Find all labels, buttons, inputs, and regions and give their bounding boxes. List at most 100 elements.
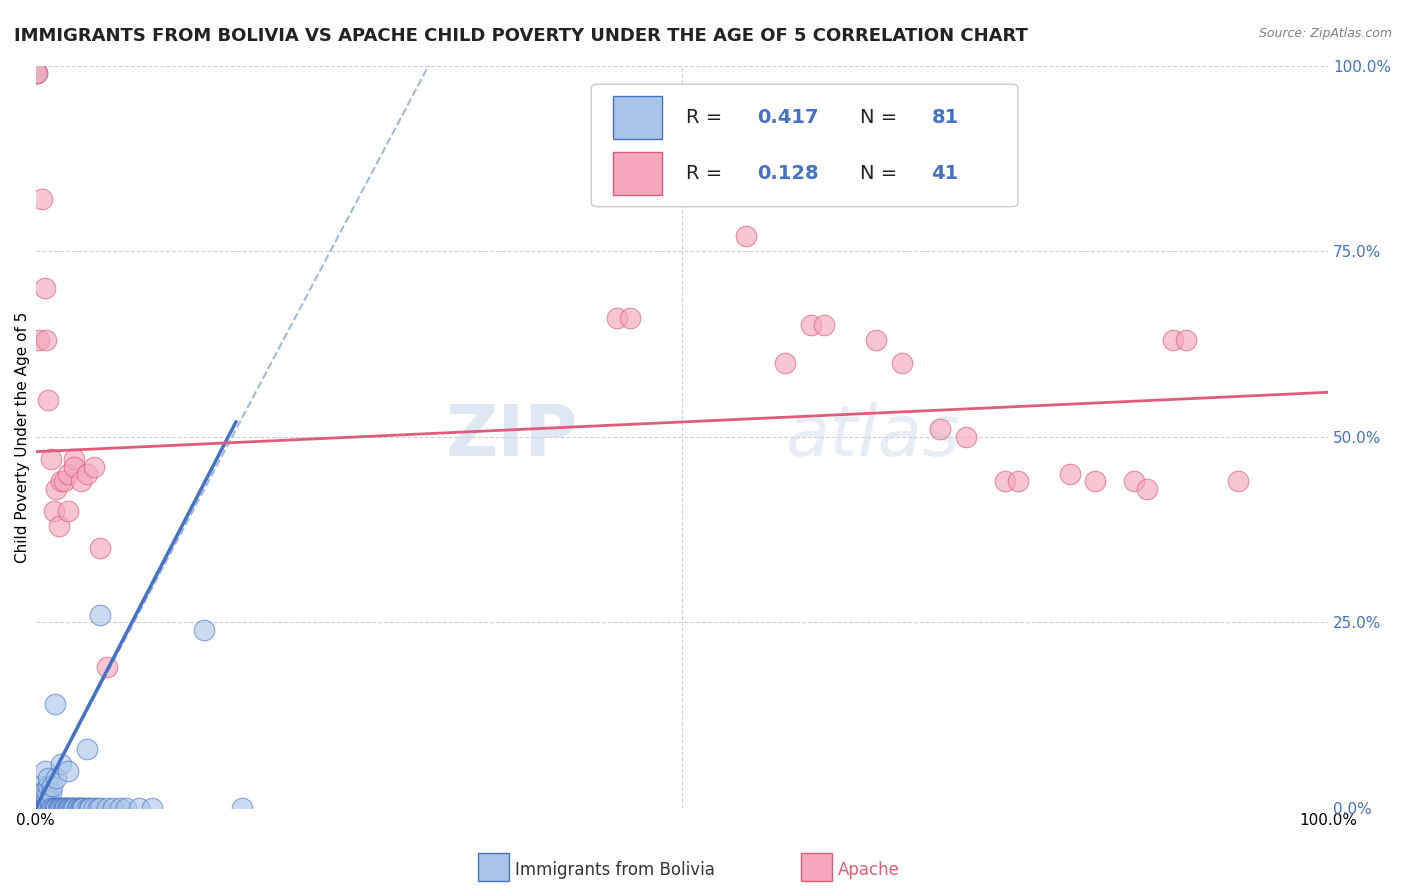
Point: [25, 66, 48, 80]
Point: [30, 801, 52, 815]
Point: [56, 504, 79, 518]
Point: [46, 801, 69, 815]
Point: [52, 801, 75, 815]
Point: [56, 801, 79, 815]
Y-axis label: Child Poverty Under the Age of 5: Child Poverty Under the Age of 5: [15, 311, 30, 563]
Point: [1123, 475, 1146, 489]
Point: [1161, 334, 1184, 348]
Text: R =: R =: [686, 164, 728, 183]
Point: [45, 801, 67, 815]
Point: [101, 801, 124, 815]
Point: [735, 229, 758, 244]
Point: [1136, 482, 1159, 496]
Point: [44, 801, 66, 815]
Point: [60, 801, 83, 815]
Point: [51, 756, 73, 771]
Point: [231, 801, 253, 815]
Point: [66, 801, 89, 815]
Point: [37, 801, 59, 815]
Point: [31, 786, 53, 800]
Point: [1084, 475, 1107, 489]
Point: [32, 801, 55, 815]
Point: [1007, 475, 1029, 489]
Point: [30, 801, 52, 815]
Point: [38, 794, 60, 808]
Point: [30, 794, 52, 808]
Point: [32, 786, 55, 800]
Point: [25, 66, 48, 80]
Point: [37, 772, 59, 786]
Point: [1174, 334, 1197, 348]
Point: [49, 801, 72, 815]
Point: [89, 608, 111, 623]
Point: [929, 422, 952, 436]
Point: [53, 801, 76, 815]
Point: [813, 318, 835, 333]
Point: [59, 801, 82, 815]
Point: [45, 482, 67, 496]
Point: [34, 281, 56, 295]
Point: [37, 801, 59, 815]
Point: [37, 779, 59, 793]
Point: [86, 801, 108, 815]
FancyBboxPatch shape: [592, 84, 1018, 207]
Point: [1059, 467, 1081, 481]
Point: [53, 801, 76, 815]
Point: [27, 801, 49, 815]
Point: [35, 801, 58, 815]
Text: Immigrants from Bolivia: Immigrants from Bolivia: [515, 861, 714, 879]
Point: [28, 801, 51, 815]
Point: [42, 504, 65, 518]
Point: [76, 801, 98, 815]
Point: [67, 801, 90, 815]
Point: [76, 741, 98, 756]
Point: [619, 311, 641, 326]
Point: [38, 801, 60, 815]
Text: 81: 81: [931, 108, 959, 127]
Point: [28, 801, 51, 815]
Point: [193, 623, 215, 637]
Text: Apache: Apache: [838, 861, 900, 879]
Point: [35, 801, 58, 815]
Point: [34, 801, 56, 815]
Text: ZIP: ZIP: [446, 402, 578, 471]
Text: R =: R =: [686, 108, 728, 127]
Point: [44, 697, 66, 711]
Point: [35, 794, 58, 808]
Point: [37, 786, 59, 800]
Point: [42, 801, 65, 815]
FancyBboxPatch shape: [613, 96, 662, 139]
Point: [37, 801, 59, 815]
Point: [48, 801, 70, 815]
Point: [865, 334, 887, 348]
Point: [89, 801, 111, 815]
Point: [45, 772, 67, 786]
Point: [63, 801, 86, 815]
Point: [63, 459, 86, 474]
Point: [39, 452, 62, 467]
Point: [53, 475, 76, 489]
Text: 0.417: 0.417: [756, 108, 818, 127]
Point: [34, 801, 56, 815]
Point: [72, 801, 94, 815]
Point: [69, 801, 91, 815]
Point: [775, 355, 797, 369]
Point: [30, 779, 52, 793]
Text: 0.128: 0.128: [756, 164, 818, 183]
Point: [76, 467, 98, 481]
Point: [31, 801, 53, 815]
Point: [51, 475, 73, 489]
Point: [25, 66, 48, 80]
Point: [27, 801, 49, 815]
Point: [41, 779, 63, 793]
Point: [55, 801, 77, 815]
Point: [69, 801, 91, 815]
Point: [994, 475, 1017, 489]
Point: [27, 786, 49, 800]
Point: [128, 801, 150, 815]
Point: [83, 801, 105, 815]
Point: [51, 801, 73, 815]
Point: [141, 801, 163, 815]
Point: [108, 801, 131, 815]
Point: [30, 801, 52, 815]
